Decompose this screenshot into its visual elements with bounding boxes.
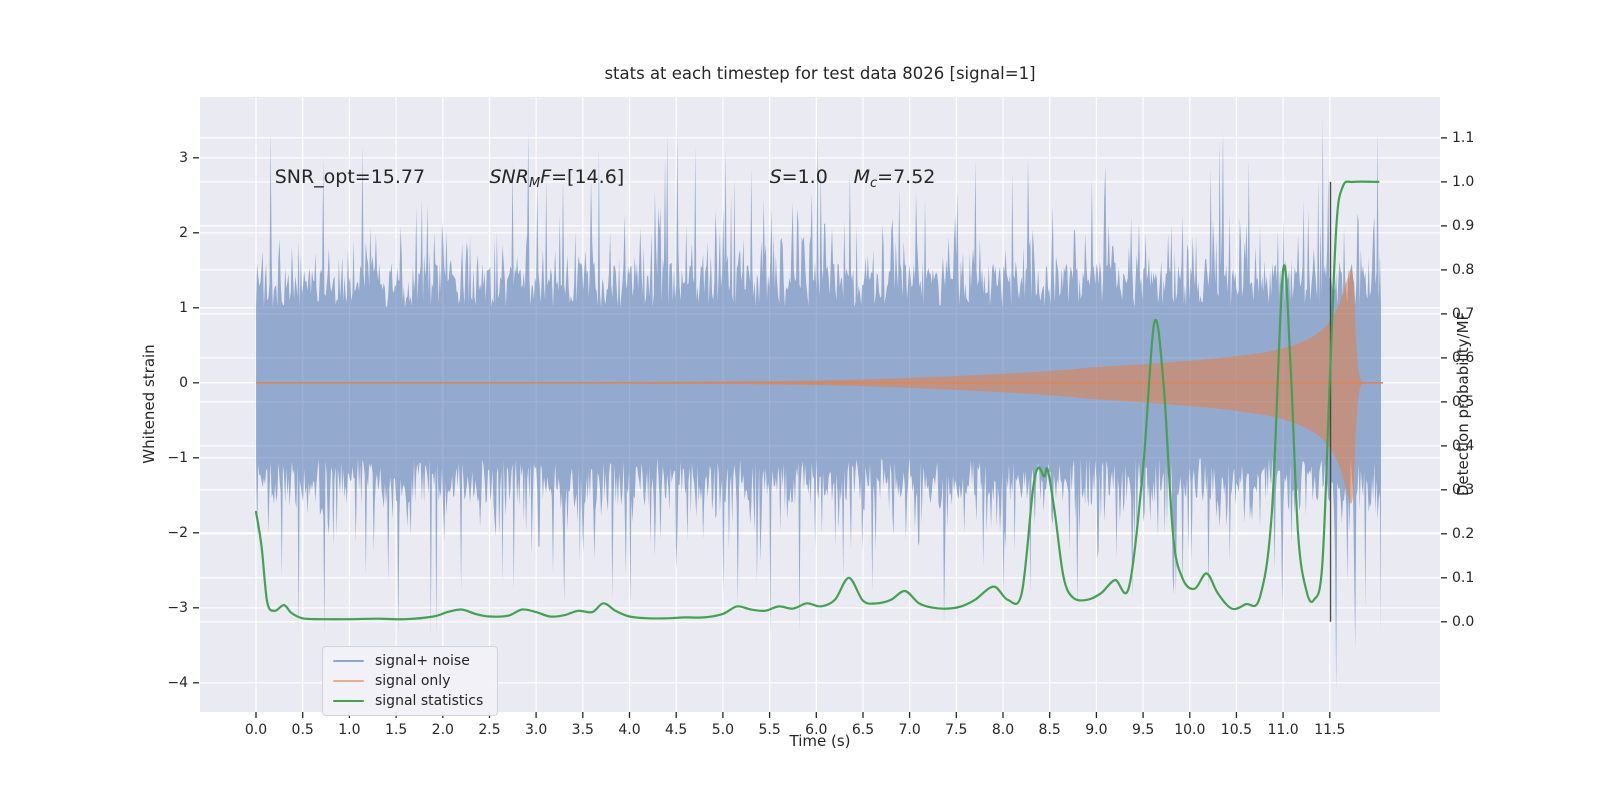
x-tick-label: 9.0: [1085, 722, 1108, 738]
x-tick-label: 5.0: [711, 722, 735, 738]
left-y-tick-label: −1: [167, 449, 188, 466]
annotation-text: F: [540, 165, 552, 188]
x-tick-label: 11.0: [1267, 722, 1299, 738]
annotation: S=1.0: [770, 166, 828, 188]
x-tick-label: 6.5: [851, 722, 875, 738]
legend-label-signal-only: signal only: [375, 673, 451, 689]
x-axis-label: Time (s): [789, 732, 851, 750]
annotation-text: SNR: [489, 165, 529, 188]
annotation-text: M: [528, 175, 541, 191]
annotation: Mc=7.52: [853, 165, 936, 191]
annotation: SNR_opt=15.77: [275, 166, 425, 188]
left-y-tick-label: −2: [167, 524, 188, 541]
x-tick-label: 1.0: [338, 722, 361, 738]
right-y-tick-label: 0.5: [1452, 393, 1475, 410]
right-y-tick-label: 1.0: [1452, 173, 1475, 190]
x-tick-label: 8.5: [1038, 722, 1061, 738]
x-tick-label: 8.0: [991, 722, 1015, 738]
x-tick-label: 0.5: [291, 722, 314, 738]
right-y-tick-label: 0.1: [1452, 569, 1475, 586]
legend: signal+ noise signal only signal statist…: [322, 646, 499, 716]
right-y-tick-label: 1.1: [1452, 129, 1475, 146]
left-y-tick-label: 3: [179, 149, 188, 166]
right-y-tick-label: 0.6: [1452, 349, 1475, 366]
annotation-text: SNR_opt=15.77: [274, 165, 426, 188]
annotation-text: S: [769, 165, 782, 188]
legend-swatch-signal-noise: [333, 659, 364, 663]
annotation-text: =7.52: [877, 165, 936, 188]
x-tick-label: 10.0: [1174, 722, 1206, 738]
legend-swatch-signal-only: [333, 679, 364, 683]
legend-label-signal-statistics: signal statistics: [375, 693, 484, 709]
x-tick-label: 9.5: [1131, 722, 1155, 738]
x-tick-label: 3.5: [571, 722, 594, 738]
x-tick-label: 2.5: [478, 722, 501, 738]
right-y-tick-label: 0.4: [1452, 437, 1475, 454]
right-y-tick-label: 0.8: [1452, 261, 1475, 278]
x-tick-label: 4.0: [618, 722, 641, 738]
x-tick-label: 4.5: [665, 722, 688, 738]
left-y-tick-label: 2: [179, 224, 188, 241]
x-tick-label: 7.5: [945, 722, 968, 738]
x-tick-label: 1.5: [384, 722, 408, 738]
x-tick-label: 10.5: [1220, 722, 1252, 738]
legend-swatch-signal-statistics: [333, 699, 364, 703]
right-y-tick-label: 0.7: [1452, 305, 1475, 322]
left-y-tick-label: 0: [179, 374, 188, 391]
legend-item: signal only: [333, 673, 483, 689]
annotation: SNRMF=[14.6]: [489, 165, 625, 191]
x-tick-label: 2.0: [431, 722, 454, 738]
right-y-tick-label: 0.9: [1452, 217, 1475, 234]
legend-item: signal statistics: [333, 693, 483, 709]
chart-title: stats at each timestep for test data 802…: [604, 64, 1036, 83]
annotation-text: =1.0: [781, 165, 828, 188]
x-tick-label: 5.5: [758, 722, 781, 738]
legend-item: signal+ noise: [333, 653, 483, 669]
annotation-text: M: [853, 165, 870, 188]
left-y-tick-label: −3: [167, 599, 188, 616]
x-tick-label: 11.5: [1314, 722, 1346, 738]
left-y-tick-label: −4: [167, 674, 188, 691]
x-tick-label: 7.0: [898, 722, 921, 738]
right-y-tick-label: 0.2: [1452, 525, 1475, 542]
right-y-tick-label: 0.0: [1452, 613, 1475, 630]
annotation-text: =[14.6]: [551, 165, 625, 188]
annotation-text: c: [870, 175, 878, 191]
left-axis-label: Whitened strain: [140, 344, 158, 464]
legend-label-signal-noise: signal+ noise: [375, 653, 470, 669]
right-y-tick-label: 0.3: [1452, 481, 1475, 498]
left-y-tick-label: 1: [179, 299, 188, 316]
x-tick-label: 3.0: [524, 722, 548, 738]
x-tick-label: 6.0: [805, 722, 828, 738]
x-tick-label: 0.0: [244, 722, 268, 738]
